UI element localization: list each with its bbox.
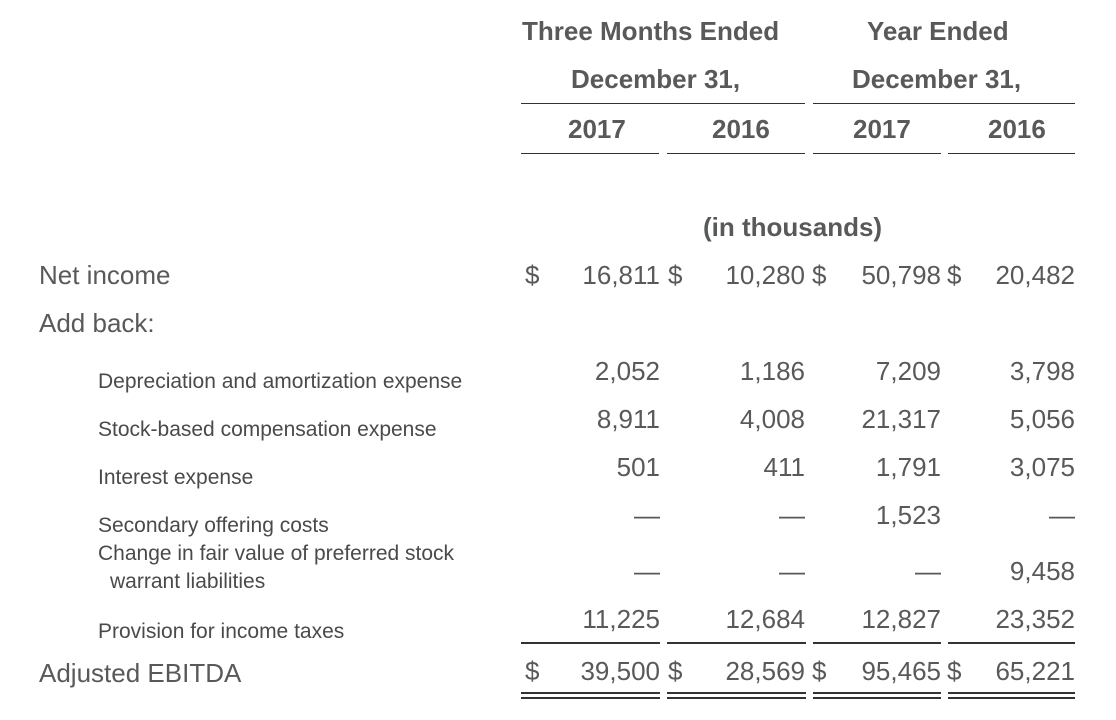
tax-col4: 23,352 — [995, 604, 1075, 634]
header-year-col1: 2017 — [568, 114, 626, 144]
subtotal-rule-col3 — [813, 642, 941, 644]
depreciation-col4: 3,798 — [1009, 356, 1075, 386]
stock-comp-col1: 8,911 — [596, 404, 660, 434]
net-income-dollar-col1: $ — [525, 260, 540, 290]
secondary-col2: — — [779, 500, 805, 530]
net-income-col1: 16,811 — [582, 260, 660, 290]
total-double-rule-col4-bottom — [948, 697, 1075, 699]
subtotal-rule-col1 — [521, 642, 660, 644]
total-double-rule-col2-bottom — [667, 697, 806, 699]
row-label-stock-comp: Stock-based compensation expense — [98, 418, 437, 441]
warrant-col1: — — [634, 556, 660, 586]
net-income-dollar-col2: $ — [668, 260, 683, 290]
total-double-rule-col2-top — [667, 692, 806, 694]
stock-comp-col4: 5,056 — [1009, 404, 1075, 434]
header-year-col3: 2017 — [853, 114, 911, 144]
row-label-warrant-line2: warrant liabilities — [110, 570, 266, 593]
row-label-warrant-line1: Change in fair value of preferred stock — [98, 542, 455, 565]
row-label-income-tax: Provision for income taxes — [98, 620, 345, 643]
header-year-col2: 2016 — [712, 114, 770, 144]
interest-col4: 3,075 — [1009, 452, 1075, 482]
net-income-dollar-col4: $ — [947, 260, 962, 290]
warrant-col3: — — [915, 556, 941, 586]
warrant-col4: 9,458 — [1009, 556, 1075, 586]
net-income-col2: 10,280 — [725, 260, 805, 290]
depreciation-col1: 2,052 — [594, 356, 660, 386]
net-income-col4: 20,482 — [995, 260, 1075, 290]
header-three-months-line1: Three Months Ended — [522, 16, 780, 46]
ebitda-dollar-col3: $ — [812, 656, 827, 686]
total-double-rule-col3-top — [813, 692, 941, 694]
total-double-rule-col3-bottom — [813, 697, 941, 699]
depreciation-col2: 1,186 — [739, 356, 805, 386]
interest-col3: 1,791 — [875, 452, 941, 482]
subtotal-rule-col4 — [948, 642, 1075, 644]
total-double-rule-col4-top — [948, 692, 1075, 694]
stock-comp-col3: 21,317 — [861, 404, 941, 434]
subtotal-rule-col2 — [667, 642, 806, 644]
year-col2-rule — [667, 153, 805, 154]
header-year-ended-line2: December 31, — [852, 64, 1022, 94]
tax-col2: 12,684 — [725, 604, 805, 634]
secondary-col3: 1,523 — [875, 500, 941, 530]
ebitda-col1: 39,500 — [580, 656, 660, 686]
interest-col1: 501 — [616, 452, 660, 482]
ebitda-col4: 65,221 — [995, 656, 1075, 686]
total-double-rule-col1-bottom — [521, 697, 660, 699]
row-label-adjusted-ebitda: Adjusted EBITDA — [39, 658, 242, 688]
year-col4-rule — [948, 153, 1075, 154]
row-label-interest: Interest expense — [98, 466, 254, 489]
row-label-depreciation: Depreciation and amortization expense — [98, 370, 463, 393]
header-group2-rule — [813, 103, 1075, 104]
ebitda-dollar-col4: $ — [947, 656, 962, 686]
net-income-dollar-col3: $ — [812, 260, 827, 290]
secondary-col4: — — [1049, 500, 1075, 530]
tax-col1: 11,225 — [582, 604, 660, 634]
row-label-net-income: Net income — [39, 260, 171, 290]
header-year-col4: 2016 — [988, 114, 1046, 144]
warrant-col2: — — [779, 556, 805, 586]
ebitda-col3: 95,465 — [861, 656, 941, 686]
stock-comp-col2: 4,008 — [739, 404, 805, 434]
ebitda-dollar-col1: $ — [525, 656, 540, 686]
tax-col3: 12,827 — [861, 604, 941, 634]
interest-col2: 411 — [763, 452, 805, 482]
net-income-col3: 50,798 — [861, 260, 941, 290]
header-group1-rule — [521, 103, 805, 104]
row-label-secondary-offering: Secondary offering costs — [98, 514, 329, 537]
depreciation-col3: 7,209 — [875, 356, 941, 386]
total-double-rule-col1-top — [521, 692, 660, 694]
year-col1-rule — [521, 153, 659, 154]
row-label-add-back: Add back: — [39, 308, 155, 338]
ebitda-col2: 28,569 — [725, 656, 805, 686]
units-label: (in thousands) — [703, 212, 883, 242]
ebitda-dollar-col2: $ — [668, 656, 683, 686]
year-col3-rule — [813, 153, 941, 154]
header-year-ended-line1: Year Ended — [867, 16, 1009, 46]
secondary-col1: — — [634, 500, 660, 530]
header-three-months-line2: December 31, — [571, 64, 741, 94]
